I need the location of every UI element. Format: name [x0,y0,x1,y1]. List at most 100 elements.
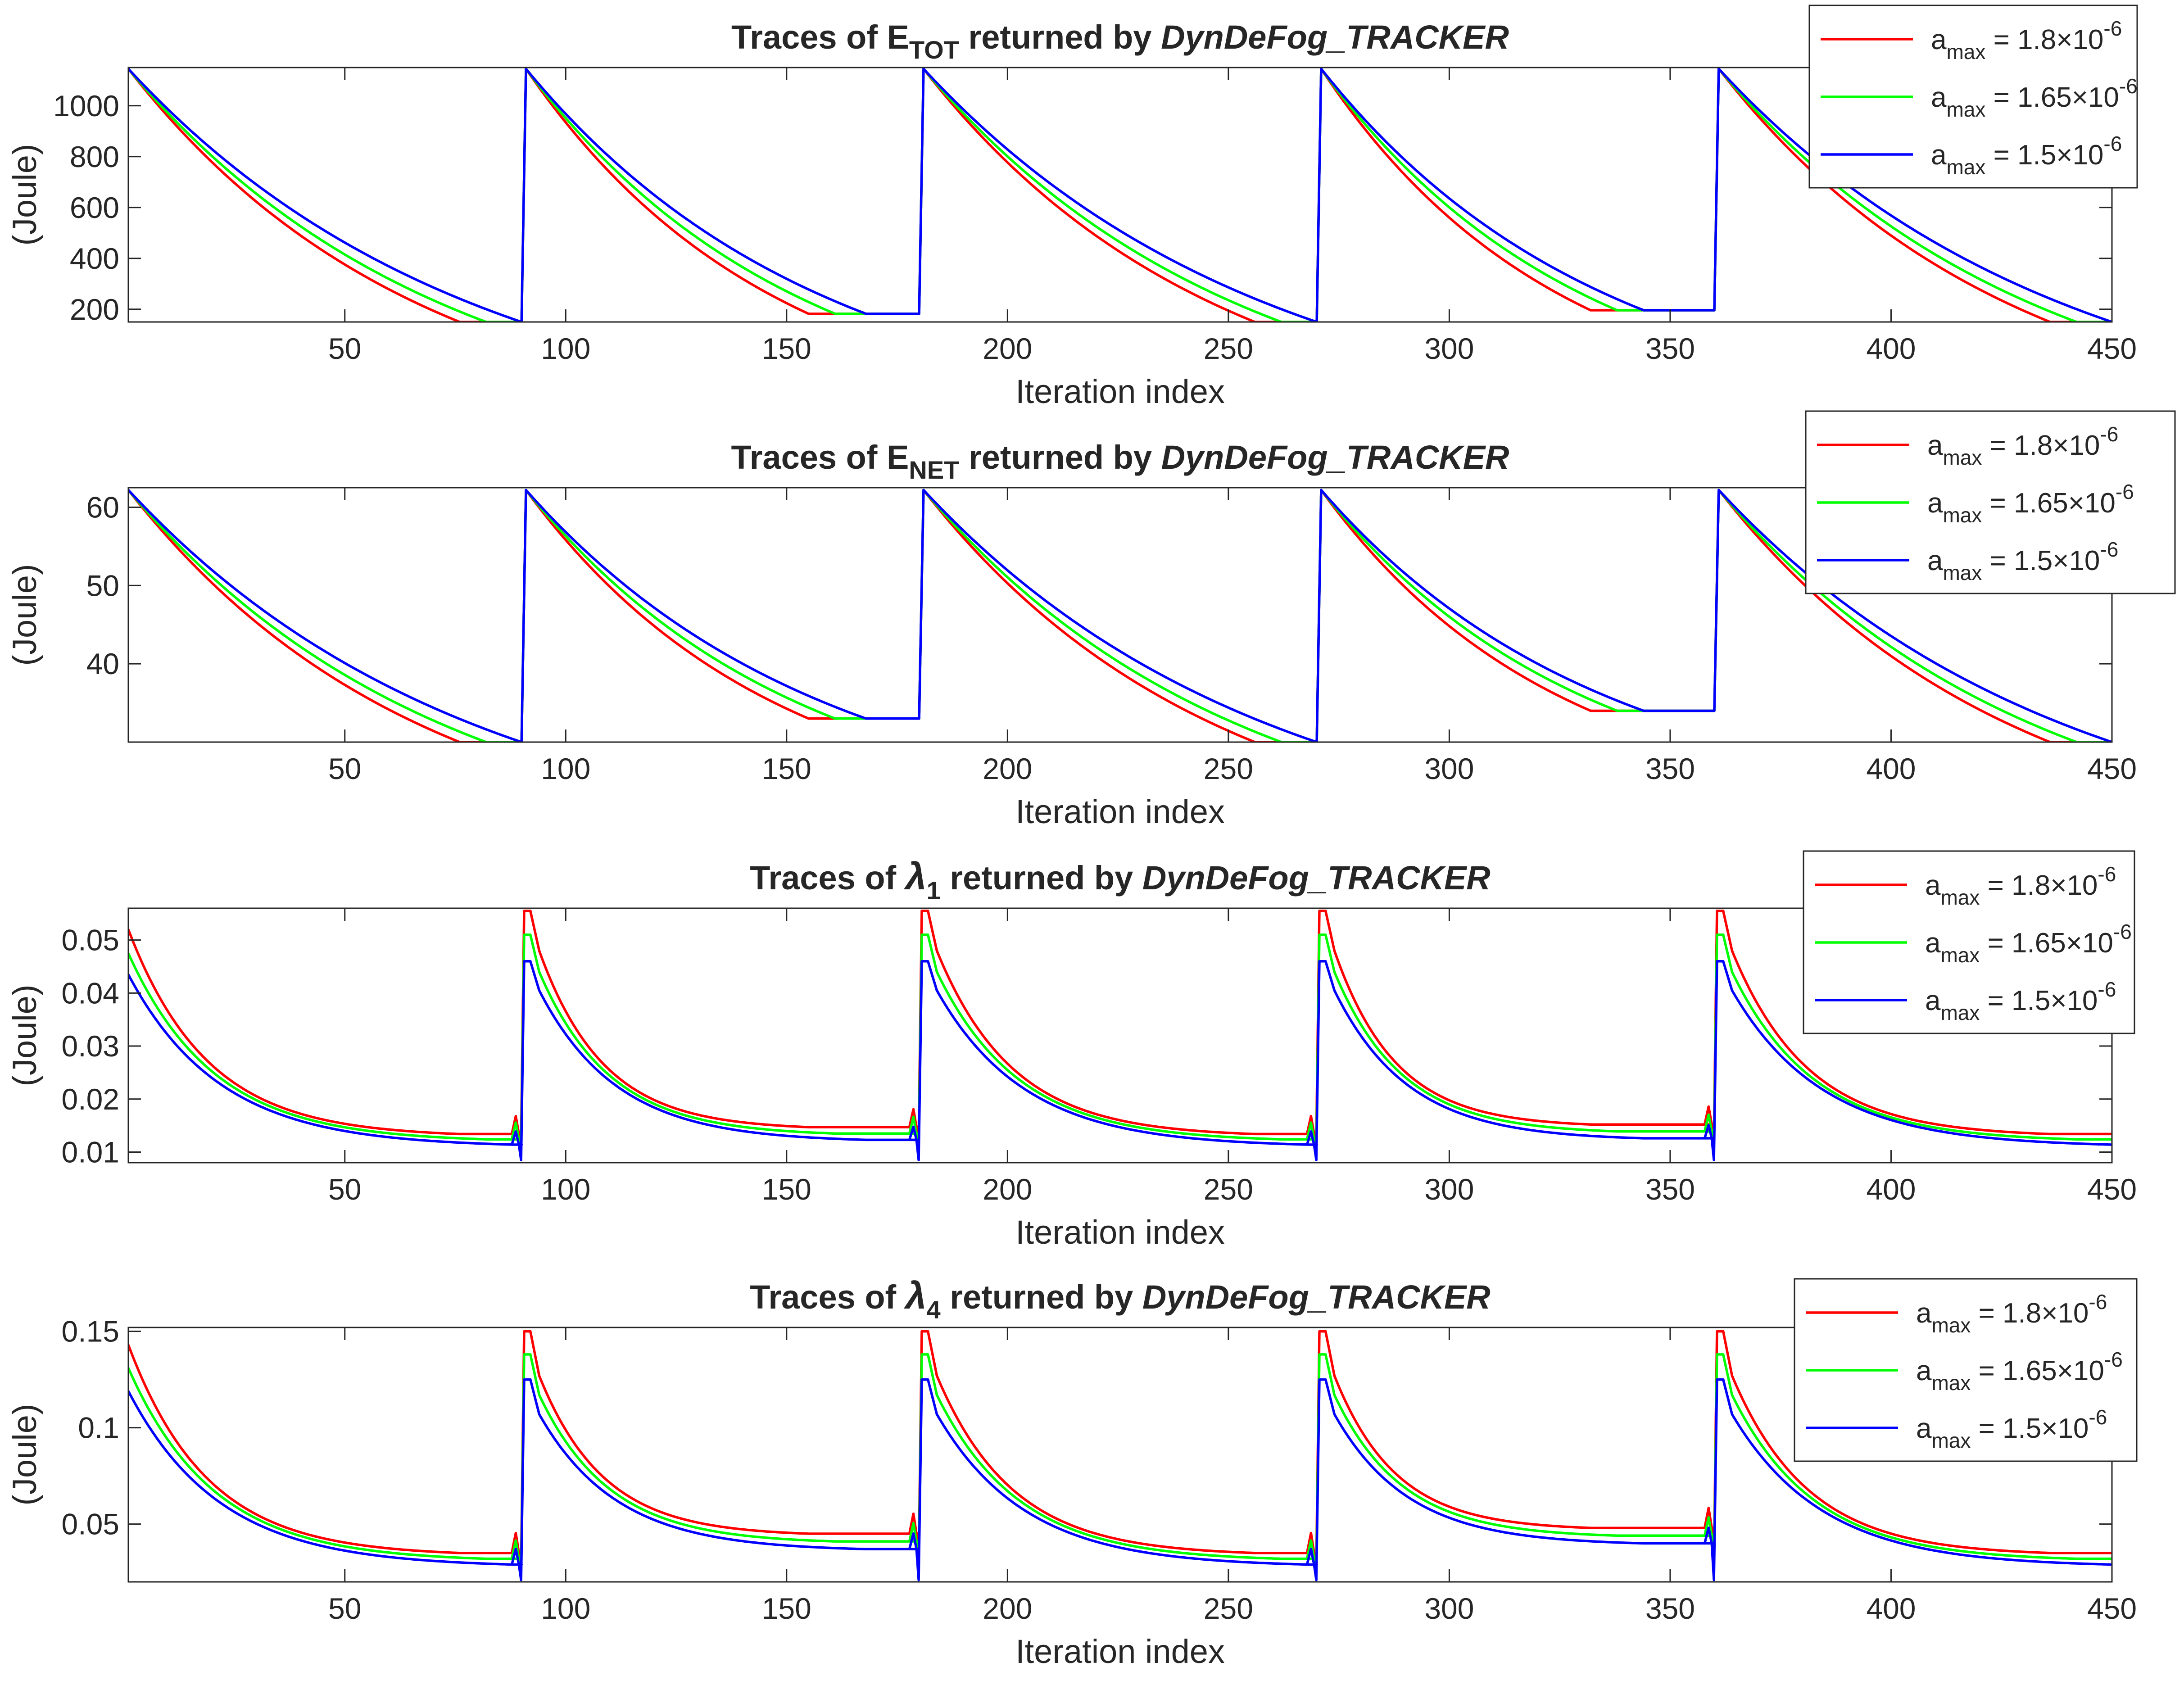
title-tool-name: DynDeFog_TRACKER [1142,859,1491,897]
legend: amax = 1.8×10-6 amax = 1.65×10-6 a max = 1.… [1794,1278,2138,1462]
title-subscript: NET [909,456,959,484]
x-axis-label: Iteration index [1015,373,1225,410]
title-suffix [941,1278,950,1316]
x-tick-label: 150 [762,1173,811,1206]
plot-frame [127,67,2113,323]
x-tick-label: 200 [983,752,1032,785]
legend-label-value: = 1.8×10 [1980,870,2098,901]
x-tick-label: 300 [1424,1592,1474,1625]
title-space [1133,1278,1142,1316]
title-suffix [959,439,969,476]
y-tick-label: 0.04 [62,976,119,1010]
y-tick-label: 400 [70,242,119,275]
y-tick-label: 0.01 [62,1135,119,1169]
y-axis-label: (Joule) [6,984,43,1086]
legend-label-var: a [1925,985,1941,1016]
x-tick-label: 350 [1645,332,1695,365]
plot-frame [127,907,2113,1164]
legend-label-var: a [1927,488,1943,519]
y-tick-label: 1000 [53,89,119,122]
series-line-2 [128,933,2112,1151]
x-tick-label: 100 [541,752,590,785]
legend-label-value: = 1.65×10 [1980,928,2113,959]
legend-label-exp: -6 [2113,920,2132,943]
x-tick-label: 400 [1866,1173,1916,1206]
title-symbol: E [887,439,909,476]
x-tick-label: 300 [1424,1173,1474,1206]
legend-label-var: a [1925,870,1941,901]
y-axis-label: (Joule) [6,564,43,666]
legend-label-1: amax = 1.8×10-6 [1916,1290,2107,1337]
y-tick-label: 50 [86,569,119,602]
legend-label-value: = 1.8×10 [1982,430,2100,461]
legend-label-value: = 1.5×10 [1971,1413,2089,1444]
legend-label-2: amax = 1.65×10-6 [1916,1348,2123,1395]
legend-label-exp: -6 [2098,978,2116,1001]
x-tick-label: 250 [1204,332,1253,365]
legend-label-exp: -6 [2103,17,2122,40]
legend-label-sub: max [1946,40,1985,63]
x-tick-label: 450 [2087,1173,2137,1206]
series-line-3 [128,68,2112,322]
series-line-3 [128,489,2112,742]
legend-label-sub: max [1931,1429,1971,1452]
chart-panel-2: 50 100 150 200 250 300 350 400 450 40 50 60 Iteratio… [6,410,2176,830]
x-tick-label: 150 [762,752,811,785]
title-suffix-text: returned by [968,18,1151,56]
x-tick-label: 250 [1204,1592,1253,1625]
legend-label-1: amax = 1.8×10-6 [1931,17,2122,63]
legend-label-exp: -6 [2119,74,2138,98]
x-axis-label: Iteration index [1015,793,1225,830]
legend-label-var: a [1916,1298,1932,1329]
x-tick-label: 50 [328,752,361,785]
legend-label-3: amax = 1.5×10-6 [1931,132,2122,179]
x-tick-label: 100 [541,332,590,365]
chart-panel-1: 50 100 150 200 250 300 350 400 450 200 400 600 800 10… [6,5,2138,410]
title-space [1152,439,1161,476]
series-line-1 [128,910,2112,1140]
x-axis-label: Iteration index [1015,1633,1225,1670]
legend-label-var: a [1931,140,1947,171]
x-tick-label: 150 [762,1592,811,1625]
legend-label-sub: max [1946,155,1985,179]
legend-label-value: = 1.5×10 [1980,985,2098,1016]
chart-panel-3: 50 100 150 200 250 300 350 400 450 0.01 0.02 0.03 0.… [6,850,2137,1251]
legend-label-3: amax = 1.5×10-6 [1925,978,2116,1024]
x-tick-label: 300 [1424,752,1474,785]
x-tick-label: 350 [1645,752,1695,785]
y-tick-label: 600 [70,191,119,224]
legend-label-exp: -6 [2098,862,2116,886]
x-tick-label: 450 [2087,752,2137,785]
x-tick-label: 200 [983,1173,1032,1206]
chart-title: Traces of λ1 returned by DynDeFog_TRACKE… [750,855,1491,905]
legend-label-exp: -6 [2089,1290,2107,1314]
title-prefix: Traces of [750,859,906,897]
x-tick-label: 400 [1866,1592,1916,1625]
y-axis-label: (Joule) [6,144,43,245]
series-line-3 [128,960,2112,1161]
legend-label-value: = 1.8×10 [1985,24,2103,55]
legend-label-exp: -6 [2100,538,2118,561]
legend-box [1808,5,2138,189]
series-line-1 [128,1330,2112,1566]
title-suffix [941,859,950,897]
title-tool-name: DynDeFog_TRACKER [1142,1278,1491,1316]
x-tick-label: 400 [1866,752,1916,785]
y-tick-label: 800 [70,140,119,173]
x-tick-label: 50 [328,332,361,365]
x-tick-label: 150 [762,332,811,365]
plot-area [128,68,2112,322]
chart-title: Traces of ETOT returned by DynDeFog_TRAC… [731,18,1509,64]
series-line-2 [128,68,2112,322]
title-prefix: Traces of [731,439,887,476]
x-tick-label: 450 [2087,1592,2137,1625]
plot-frame [127,487,2113,743]
legend-label-exp: -6 [2116,480,2134,503]
title-tool-name: DynDeFog_TRACKER [1161,439,1509,476]
chart-title: Traces of λ4 returned by DynDeFog_TRACKE… [750,1274,1491,1324]
y-tick-label: 0.15 [62,1315,119,1348]
title-suffix [959,18,969,56]
series-line-1 [128,489,2112,742]
